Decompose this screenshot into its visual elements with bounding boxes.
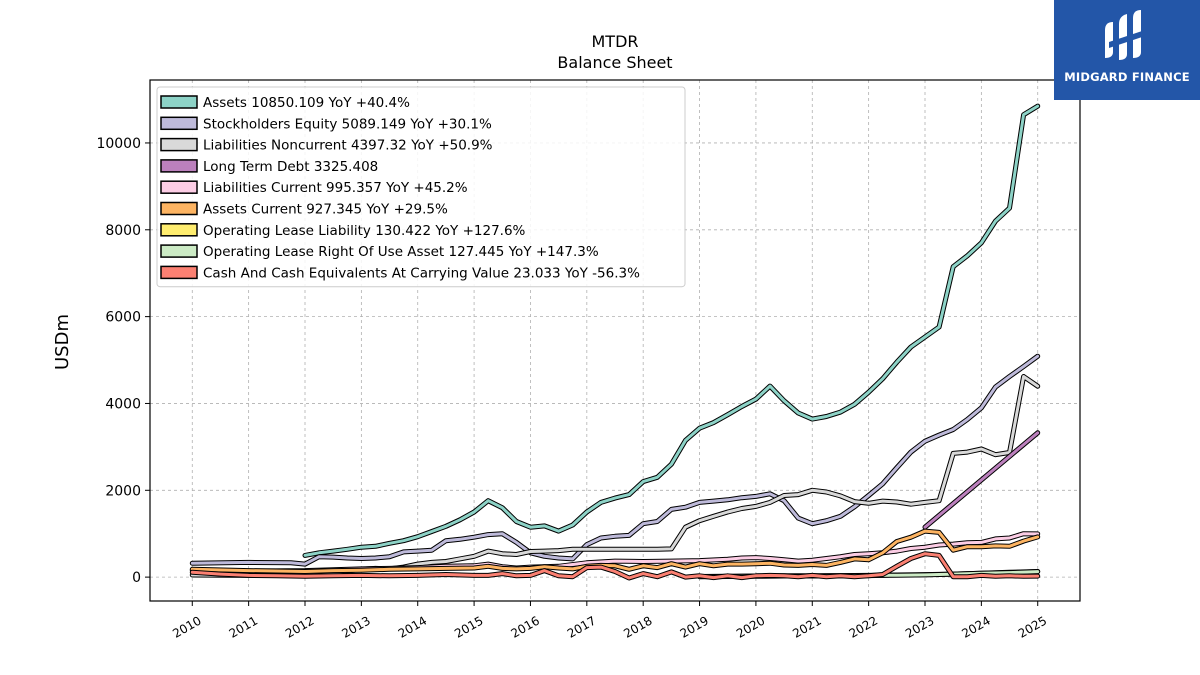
series-line-cash-and-cash-equivalents-at-carrying-value xyxy=(190,552,1040,580)
x-tick-label: 2010 xyxy=(170,613,203,640)
x-tick-label: 2021 xyxy=(790,613,823,640)
legend-entry: Liabilities Noncurrent 4397.32 YoY +50.9… xyxy=(203,138,493,154)
legend-entry: Operating Lease Right Of Use Asset 127.4… xyxy=(203,244,599,260)
y-tick-label: 10000 xyxy=(96,136,141,152)
series-line-stockholders-equity xyxy=(190,354,1040,566)
x-tick-label: 2015 xyxy=(452,613,485,640)
brand-name: MIDGARD FINANCE xyxy=(1064,70,1190,84)
y-tick-label: 6000 xyxy=(105,310,141,326)
legend-swatch xyxy=(160,137,198,152)
legend-swatch xyxy=(160,180,198,194)
x-tick-label: 2022 xyxy=(847,613,880,640)
legend-swatch xyxy=(160,265,198,280)
legend-swatch xyxy=(160,116,198,131)
x-tick-label: 2019 xyxy=(678,613,711,640)
legend-entry: Long Term Debt 3325.408 xyxy=(203,159,378,175)
x-tick-label: 2024 xyxy=(959,613,992,640)
legend-swatch xyxy=(160,159,198,173)
x-tick-label: 2012 xyxy=(283,613,316,640)
x-tick-label: 2020 xyxy=(734,613,767,640)
x-tick-label: 2013 xyxy=(339,613,372,640)
chart-title: MTDR xyxy=(591,32,638,51)
y-tick-label: 2000 xyxy=(105,483,141,499)
series-layer xyxy=(189,103,1041,581)
y-tick-label: 8000 xyxy=(105,223,141,239)
brand-logo: MIDGARD FINANCE xyxy=(1054,0,1200,100)
legend-swatch xyxy=(160,223,198,237)
legend-entry: Liabilities Current 995.357 YoY +45.2% xyxy=(203,180,468,196)
legend-swatch xyxy=(160,95,198,109)
x-tick-label: 2011 xyxy=(227,613,260,640)
midgard-logo-icon xyxy=(1105,10,1145,60)
x-tick-label: 2014 xyxy=(396,613,429,640)
x-tick-label: 2023 xyxy=(903,613,936,640)
series-line-assets xyxy=(303,104,1040,557)
y-tick-label: 0 xyxy=(132,570,141,586)
chart-subtitle: Balance Sheet xyxy=(557,53,672,72)
legend-swatch xyxy=(160,244,198,258)
series-line-long-term-debt xyxy=(923,431,1040,529)
legend-entry: Assets Current 927.345 YoY +29.5% xyxy=(203,202,448,218)
legend-box xyxy=(156,86,686,288)
legend-entry: Stockholders Equity 5089.149 YoY +30.1% xyxy=(203,116,492,132)
legend-entry: Assets 10850.109 YoY +40.4% xyxy=(203,95,410,111)
x-tick-label: 2018 xyxy=(621,613,654,640)
x-tick-label: 2025 xyxy=(1016,613,1049,640)
series-line-assets-current xyxy=(190,529,1040,573)
x-tick-label: 2016 xyxy=(509,613,542,640)
series-line-liabilities-noncurrent xyxy=(190,375,1040,577)
legend: Assets 10850.109 YoY +40.4% Stockholders … xyxy=(156,86,686,288)
series-outline-liabilities-noncurrent xyxy=(189,374,1041,578)
legend-entry: Operating Lease Liability 130.422 YoY +1… xyxy=(203,223,526,239)
legend-swatch xyxy=(160,201,198,216)
legend-entry: Cash And Cash Equivalents At Carrying Va… xyxy=(203,265,640,281)
x-tick-label: 2017 xyxy=(565,613,598,640)
y-tick-label: 4000 xyxy=(105,396,141,412)
plot-frame xyxy=(149,79,1081,602)
y-axis-label: USDm xyxy=(52,314,73,370)
series-outline-stockholders-equity xyxy=(189,353,1041,567)
